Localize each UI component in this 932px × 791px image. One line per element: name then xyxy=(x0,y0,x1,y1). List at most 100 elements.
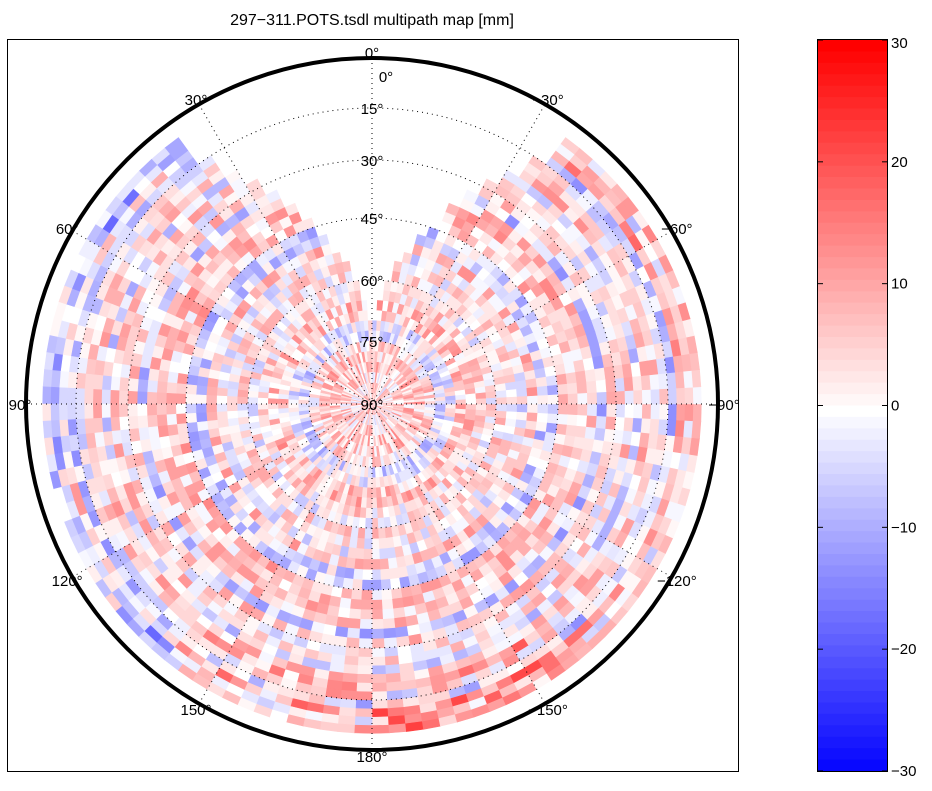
heatmap-cell xyxy=(585,380,597,394)
heatmap-cell xyxy=(363,558,373,570)
heatmap-cell xyxy=(666,419,677,437)
heatmap-cell xyxy=(371,608,384,620)
heatmap-cell xyxy=(268,398,279,405)
heatmap-cell xyxy=(59,387,69,405)
heatmap-cell xyxy=(371,647,386,657)
heatmap-cell xyxy=(257,391,270,399)
heatmap-cell xyxy=(361,579,373,591)
heatmap-cell xyxy=(604,378,616,393)
heatmap-cell xyxy=(59,419,70,438)
colorbar-swatch xyxy=(818,131,887,144)
heatmap-cell xyxy=(371,589,383,600)
azimuth-label: 90° xyxy=(9,397,32,414)
heatmap-cell xyxy=(156,392,168,405)
heatmap-cell xyxy=(138,366,151,381)
colorbar-swatch xyxy=(818,691,887,704)
heatmap-cell xyxy=(371,548,381,560)
heatmap-cell xyxy=(196,394,208,405)
heatmap-cell xyxy=(343,663,359,674)
colorbar-swatch xyxy=(818,97,887,110)
heatmap-cell xyxy=(217,379,230,390)
heatmap-cell xyxy=(465,403,476,410)
heatmap-cell xyxy=(376,310,383,322)
heatmap-cell xyxy=(185,393,197,405)
azimuth-label: 30° xyxy=(185,92,208,109)
heatmap-cell xyxy=(504,417,517,427)
heatmap-cell xyxy=(384,654,400,666)
heatmap-cell xyxy=(288,399,300,405)
heatmap-cell xyxy=(345,556,357,569)
heatmap-cell xyxy=(119,390,129,405)
heatmap-cell xyxy=(371,320,377,332)
colorbar-swatch xyxy=(818,371,887,384)
heatmap-cell xyxy=(185,384,198,396)
colorbar: 30 20 10 0 −10 −20 −30 xyxy=(817,35,916,780)
heatmap-cell xyxy=(516,403,528,413)
heatmap-cell xyxy=(354,557,365,570)
heatmap-cell xyxy=(586,391,597,405)
heatmap-cell xyxy=(434,403,446,409)
heatmap-cell xyxy=(555,373,567,385)
heatmap-cell xyxy=(648,418,660,435)
azimuth-label: 0° xyxy=(365,45,379,62)
heatmap-cell xyxy=(364,527,373,539)
heatmap-cell xyxy=(494,416,506,426)
colorbar-swatch xyxy=(818,62,887,75)
heatmap-cell xyxy=(347,627,361,639)
colorbar-swatch xyxy=(818,348,887,361)
heatmap-cell xyxy=(196,376,210,388)
heatmap-cell xyxy=(593,366,606,381)
colorbar-swatch xyxy=(818,702,887,715)
heatmap-cell xyxy=(366,486,373,498)
colorbar-swatch xyxy=(818,302,887,315)
colorbar-swatch xyxy=(818,565,887,578)
heatmap-cell xyxy=(354,715,373,726)
heatmap-cell xyxy=(444,403,456,409)
heatmap-cell xyxy=(216,411,229,421)
heatmap-cell xyxy=(683,403,694,422)
heatmap-cell xyxy=(206,395,218,405)
heatmap-cell xyxy=(59,403,69,421)
heatmap-cell xyxy=(485,403,497,411)
heatmap-cell xyxy=(186,374,199,386)
heatmap-cell xyxy=(383,280,392,292)
heatmap-cell xyxy=(385,663,401,674)
colorbar-swatch xyxy=(818,394,887,407)
colorbar-swatch xyxy=(818,679,887,692)
heatmap-cell xyxy=(575,381,588,394)
heatmap-cell xyxy=(332,575,345,589)
heatmap-cell xyxy=(624,390,634,405)
heatmap-cell xyxy=(361,589,373,600)
heatmap-cell xyxy=(525,386,538,397)
heatmap-cell xyxy=(362,568,373,580)
heatmap-cell xyxy=(631,417,642,433)
heatmap-cell xyxy=(42,403,52,422)
heatmap-cell xyxy=(348,617,362,629)
heatmap-cell xyxy=(176,413,188,425)
heatmap-cell xyxy=(148,368,160,382)
heatmap-cell xyxy=(147,403,158,417)
heatmap-cell xyxy=(42,369,54,388)
colorbar-tick-label: −10 xyxy=(891,519,916,536)
elevation-label: 30° xyxy=(361,153,384,170)
heatmap-cell xyxy=(464,408,476,416)
colorbar-swatch xyxy=(818,222,887,235)
heatmap-cell xyxy=(359,618,373,629)
heatmap-cell xyxy=(75,388,86,405)
heatmap-cell xyxy=(564,424,577,437)
heatmap-cell xyxy=(384,646,399,657)
colorbar-tick-label: 10 xyxy=(891,276,908,293)
heatmap-cell xyxy=(536,394,548,405)
heatmap-cell xyxy=(371,628,385,639)
heatmap-cell xyxy=(595,379,607,393)
colorbar-swatch xyxy=(818,279,887,292)
heatmap-cell xyxy=(371,618,385,629)
heatmap-cell xyxy=(596,391,607,405)
heatmap-cell xyxy=(359,506,367,519)
heatmap-cell xyxy=(525,411,538,422)
heatmap-cell xyxy=(365,507,373,519)
heatmap-cell xyxy=(515,411,528,421)
colorbar-swatch xyxy=(818,40,887,53)
heatmap-cell xyxy=(128,378,140,393)
